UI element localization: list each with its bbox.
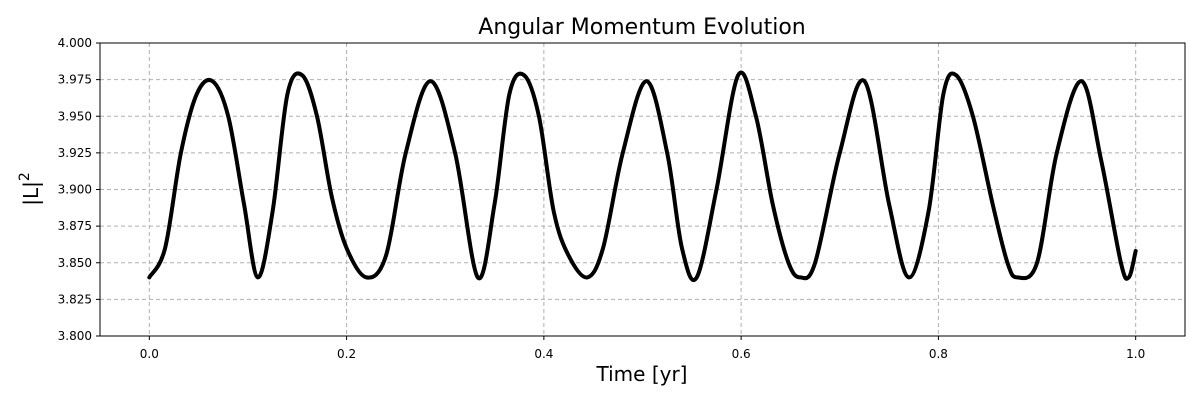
x-tick-label: 0.2 — [337, 347, 356, 361]
x-tick-label: 0.8 — [929, 347, 948, 361]
series-layer — [147, 70, 1138, 282]
y-tick-label: 3.825 — [58, 292, 92, 306]
y-tick-label: 4.000 — [58, 36, 92, 50]
y-axis-label: |L|2 — [17, 172, 43, 206]
y-tick-label: 3.925 — [58, 146, 92, 160]
chart-title: Angular Momentum Evolution — [478, 15, 805, 40]
x-tick-label: 0.0 — [140, 347, 159, 361]
y-axis-ticks: 3.800 3.825 3.850 3.875 3.900 3.925 3.950 3.975… — [58, 36, 100, 343]
x-tick-label: 1.0 — [1126, 347, 1145, 361]
y-tick-label: 3.900 — [58, 183, 92, 197]
y-tick-label: 3.975 — [58, 73, 92, 87]
series-line — [147, 70, 1138, 282]
x-tick-label: 0.4 — [534, 347, 553, 361]
y-tick-label: 3.950 — [58, 109, 92, 123]
y-tick-label: 3.800 — [58, 329, 92, 343]
y-axis-label-superscript: 2 — [17, 172, 33, 181]
x-axis-label: Time [yr] — [596, 362, 688, 386]
y-axis-label-base: |L| — [19, 181, 43, 206]
x-axis-ticks: 0.0 0.2 0.4 0.6 0.8 1.0 — [140, 336, 1145, 361]
y-tick-label: 3.875 — [58, 219, 92, 233]
x-tick-label: 0.6 — [732, 347, 751, 361]
y-tick-label: 3.850 — [58, 256, 92, 270]
